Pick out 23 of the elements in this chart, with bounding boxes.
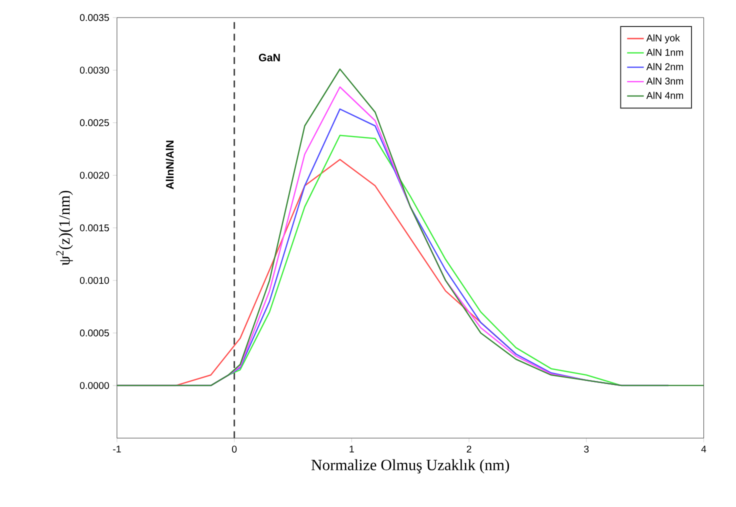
annotation: AlInN/AlN — [166, 141, 174, 190]
x-axis-title: Normalize Olmuş Uzaklık (nm) — [311, 460, 510, 474]
x-tick-label: -1 — [113, 446, 121, 453]
legend-label: AlN 3nm — [646, 78, 684, 85]
x-tick-label: 2 — [466, 446, 472, 453]
legend-label: AlN 1nm — [646, 48, 684, 56]
x-tick-label: 1 — [350, 446, 354, 453]
y-tick-label: 0.0030 — [80, 66, 109, 74]
y-tick-label: 0.0010 — [80, 277, 109, 284]
legend-label: AlN yok — [646, 34, 680, 44]
x-tick-label: 4 — [701, 446, 706, 453]
x-tick-label: 3 — [584, 446, 589, 453]
legend-label: AlN 4nm — [646, 92, 684, 100]
y-tick-label: 0.0025 — [80, 120, 109, 126]
y-tick-label: 0.0015 — [80, 224, 109, 232]
legend-label: AlN 2nm — [646, 63, 684, 70]
y-axis-title: ψ$^{2}$(z)(1/nm) — [56, 191, 73, 266]
y-tick-label: 0.0005 — [80, 330, 109, 337]
y-tick-label: 0.0020 — [80, 172, 109, 179]
annotation: GaN — [258, 54, 280, 62]
y-tick-label: 0.0035 — [80, 14, 109, 22]
y-tick-label: 0.0000 — [80, 382, 109, 390]
x-tick-label: 0 — [232, 446, 237, 453]
